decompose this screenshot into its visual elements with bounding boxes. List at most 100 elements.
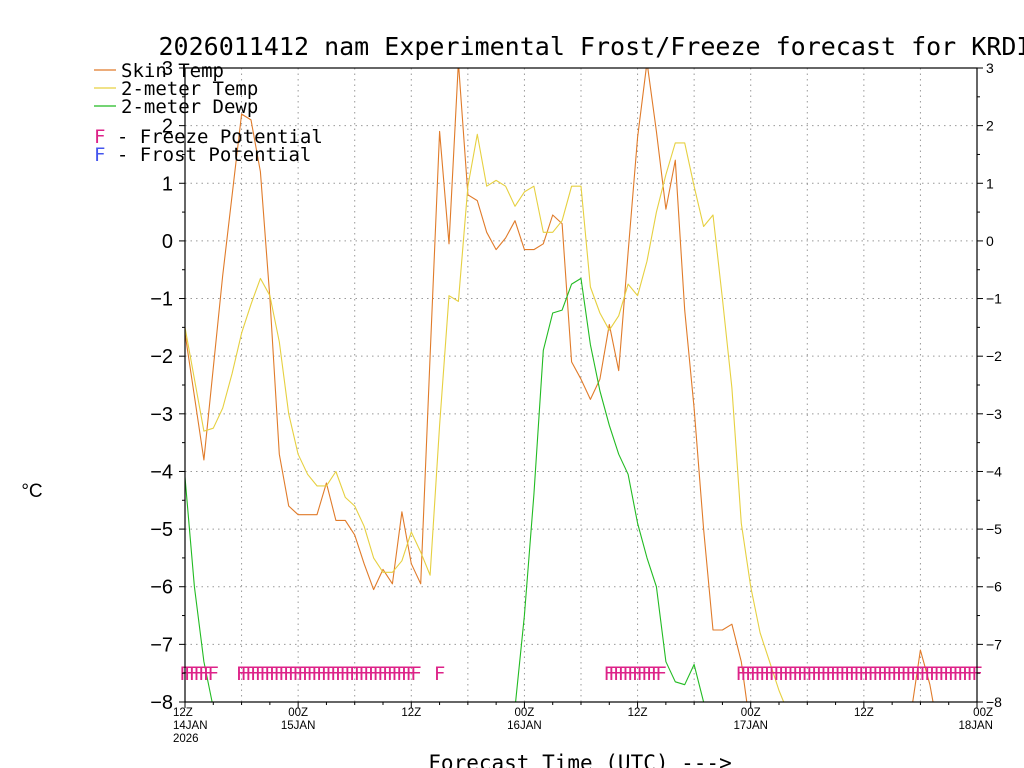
- freeze-marker: F: [274, 663, 285, 685]
- potential-legend-text: - Frost Potential: [105, 144, 311, 166]
- freeze-marker: F: [354, 663, 365, 685]
- y-tick-label-right: −5: [986, 521, 1002, 537]
- freeze-marker: F: [255, 663, 266, 685]
- potential-legend-text: - Freeze Potential: [105, 126, 322, 148]
- freeze-marker: F: [637, 663, 648, 685]
- freeze-marker: F: [250, 663, 261, 685]
- legend-label: Skin Temp: [121, 60, 224, 82]
- freeze-marker: F: [792, 663, 803, 685]
- series-line-2-meter-temp-tail: [750, 586, 785, 702]
- freeze-marker: F: [745, 663, 756, 685]
- x-axis-label: Forecast Time (UTC) --->: [428, 751, 731, 768]
- y-tick-label-right: 2: [986, 118, 994, 134]
- freeze-marker: F: [896, 663, 907, 685]
- freeze-marker: F: [406, 663, 417, 685]
- freeze-marker: F: [750, 663, 761, 685]
- freeze-marker: F: [382, 663, 393, 685]
- y-tick-label: −3: [150, 404, 173, 426]
- x-tick-label: 12Z: [401, 707, 421, 719]
- y-tick-label: −2: [150, 346, 173, 368]
- y-axis-label: °C: [21, 481, 42, 502]
- freeze-marker: F: [363, 663, 374, 685]
- series-line-skin-temp-18jan: [912, 649, 934, 702]
- legend-label: 2-meter Temp: [121, 78, 258, 100]
- freeze-marker: F: [863, 663, 874, 685]
- x-tick-label: 12Z: [628, 707, 648, 719]
- freeze-marker: F: [321, 663, 332, 685]
- freeze-marker: F: [943, 663, 954, 685]
- series-line-2-meter-dewp: [515, 277, 705, 702]
- freeze-marker: F: [641, 663, 652, 685]
- y-tick-label-right: −2: [986, 348, 1002, 364]
- freeze-marker: F: [236, 663, 247, 685]
- freeze-marker: F: [844, 663, 855, 685]
- freeze-marker: F: [396, 663, 407, 685]
- freeze-marker: F: [613, 663, 624, 685]
- freeze-marker: F: [655, 663, 666, 685]
- freeze-marker: F: [189, 663, 200, 685]
- freeze-marker: F: [198, 663, 209, 685]
- freeze-marker: F: [759, 663, 770, 685]
- freeze-marker: F: [368, 663, 379, 685]
- freeze-marker: F: [910, 663, 921, 685]
- freeze-marker: F: [773, 663, 784, 685]
- freeze-marker: F: [853, 663, 864, 685]
- freeze-marker: F: [820, 663, 831, 685]
- x-tick-label: 12Z: [854, 707, 874, 719]
- freeze-marker: F: [283, 663, 294, 685]
- freeze-marker: F: [264, 663, 275, 685]
- freeze-marker: F: [787, 663, 798, 685]
- y-tick-label-right: 3: [986, 60, 994, 76]
- freeze-marker: F: [349, 663, 360, 685]
- freeze-marker: F: [882, 663, 893, 685]
- freeze-marker: F: [325, 663, 336, 685]
- freeze-marker: F: [934, 663, 945, 685]
- freeze-marker: F: [736, 663, 747, 685]
- freeze-marker: F: [924, 663, 935, 685]
- freeze-marker: F: [377, 663, 388, 685]
- freeze-marker: F: [335, 663, 346, 685]
- freeze-marker: F: [259, 663, 270, 685]
- x-tick-year: 2026: [173, 733, 199, 745]
- freeze-marker: F: [608, 663, 619, 685]
- freeze-marker: F: [387, 663, 398, 685]
- legend-label: 2-meter Dewp: [121, 96, 258, 118]
- x-tick-label: 00Z: [515, 707, 535, 719]
- freeze-marker: F: [877, 663, 888, 685]
- series-lines: [185, 68, 934, 702]
- freeze-marker: F: [802, 663, 813, 685]
- freeze-marker: F: [825, 663, 836, 685]
- y-tick-label: 0: [162, 231, 173, 253]
- freeze-marker: F: [622, 663, 633, 685]
- freeze-marker: F: [401, 663, 412, 685]
- series-line-skin-temp: [185, 68, 748, 702]
- potential-legend-entry: F - Frost Potential: [94, 144, 311, 166]
- freeze-marker: F: [193, 663, 204, 685]
- freeze-marker: F: [754, 663, 765, 685]
- y-tick-label: −1: [150, 289, 173, 311]
- freeze-marker: F: [764, 663, 775, 685]
- y-tick-label: 3: [162, 58, 173, 80]
- series-line-2-meter-temp: [185, 133, 752, 587]
- y-tick-label-right: −6: [986, 579, 1002, 595]
- freeze-marker: F: [358, 663, 369, 685]
- freeze-marker: F: [740, 663, 751, 685]
- x-tick-date: 17JAN: [733, 720, 768, 732]
- freeze-marker: F: [872, 663, 883, 685]
- freeze-marker: F: [769, 663, 780, 685]
- freeze-marker: F: [868, 663, 879, 685]
- x-tick-label: 12Z: [173, 707, 193, 719]
- freeze-marker: F: [316, 663, 327, 685]
- freeze-marker: F: [373, 663, 384, 685]
- freeze-marker: F: [919, 663, 930, 685]
- y-tick-label-right: 0: [986, 233, 994, 249]
- freeze-marker: F: [957, 663, 968, 685]
- freeze-marker: F: [811, 663, 822, 685]
- freeze-marker: F: [778, 663, 789, 685]
- freeze-marker: F: [835, 663, 846, 685]
- freeze-marker: F: [886, 663, 897, 685]
- potential-legend-entry: F - Freeze Potential: [94, 126, 323, 148]
- freeze-marker: F: [241, 663, 252, 685]
- freeze-marker: F: [806, 663, 817, 685]
